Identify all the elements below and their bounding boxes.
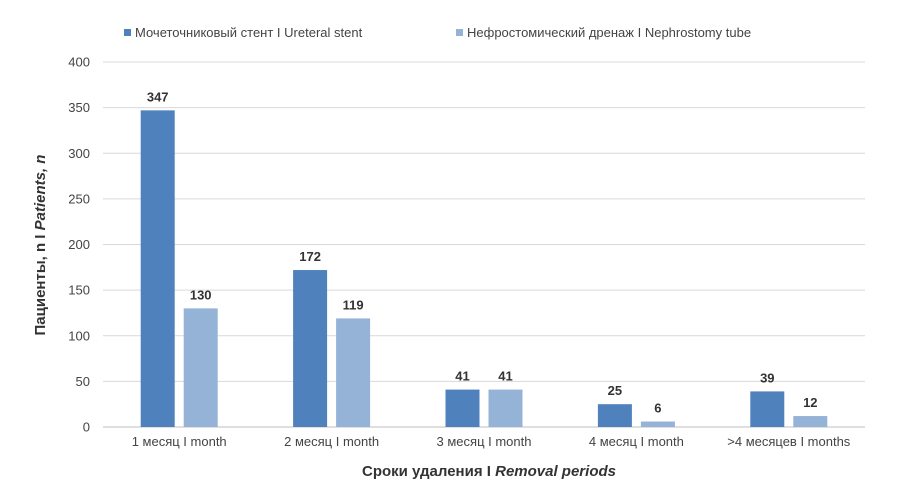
bar-ureteral-stent xyxy=(445,389,480,427)
data-label: 39 xyxy=(760,370,774,385)
y-axis-title: Пациенты, n I Patients, n xyxy=(32,155,49,336)
bar-ureteral-stent xyxy=(597,404,632,427)
legend-swatch xyxy=(124,29,131,36)
x-category-label: 1 месяц I month xyxy=(132,434,227,449)
data-label: 25 xyxy=(608,383,622,398)
bar-ureteral-stent xyxy=(750,391,785,427)
bar-nephrostomy-tube xyxy=(183,308,218,427)
bar-nephrostomy-tube xyxy=(640,421,675,427)
data-label: 119 xyxy=(343,297,364,312)
bar-nephrostomy-tube xyxy=(488,389,523,427)
legend-label: Мочеточниковый стент I Ureteral stent xyxy=(135,25,363,40)
y-tick-label: 250 xyxy=(68,191,90,206)
x-category-label: 2 месяц I month xyxy=(284,434,379,449)
legend-swatch xyxy=(456,29,463,36)
bar-nephrostomy-tube xyxy=(793,416,828,427)
x-category-label: 4 месяц I month xyxy=(589,434,684,449)
y-tick-label: 300 xyxy=(68,146,90,161)
y-tick-label: 200 xyxy=(68,237,90,252)
data-label: 41 xyxy=(498,369,512,384)
y-tick-label: 0 xyxy=(83,420,90,435)
bars xyxy=(140,110,828,428)
bar-ureteral-stent xyxy=(140,110,175,428)
y-tick-label: 350 xyxy=(68,100,90,115)
y-tick-label: 50 xyxy=(76,374,90,389)
y-tick-label: 100 xyxy=(68,328,90,343)
data-label: 172 xyxy=(299,249,321,264)
legend: Мочеточниковый стент I Ureteral stent Неф… xyxy=(124,25,751,40)
data-label: 130 xyxy=(190,287,212,302)
x-axis-categories: 1 месяц I month 2 месяц I month 3 месяц I … xyxy=(132,434,851,449)
x-category-label: >4 месяцев I months xyxy=(727,434,851,449)
gridlines xyxy=(103,61,865,428)
bar-nephrostomy-tube xyxy=(336,318,371,427)
y-axis-ticks: 0 50 100 150 200 250 300 350 400 xyxy=(68,55,90,435)
x-category-label: 3 месяц I month xyxy=(437,434,532,449)
data-label: 6 xyxy=(654,401,661,416)
legend-label: Нефростомический дренаж I Nephrostomy tu… xyxy=(467,25,751,40)
data-label: 41 xyxy=(455,369,469,384)
data-label: 347 xyxy=(147,89,169,104)
data-label: 12 xyxy=(803,395,817,410)
x-axis-title: Сроки удаления I Removal periods xyxy=(362,463,616,480)
y-tick-label: 150 xyxy=(68,283,90,298)
bar-ureteral-stent xyxy=(293,270,328,427)
data-labels: 347 130 172 119 41 41 25 6 39 12 xyxy=(147,89,818,415)
y-tick-label: 400 xyxy=(68,55,90,70)
